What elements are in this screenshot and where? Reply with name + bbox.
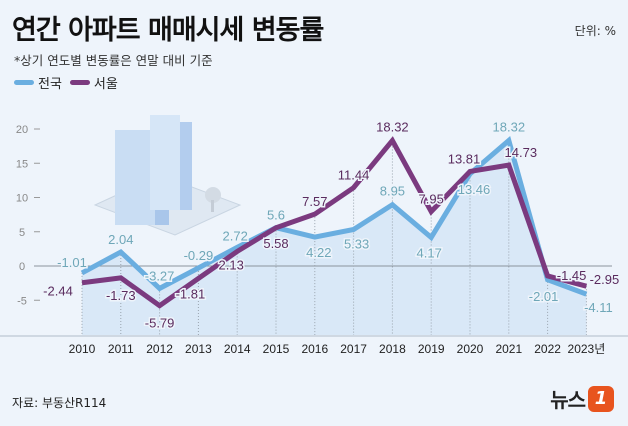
legend-label-national: 전국 xyxy=(38,77,62,92)
legend-swatch-national xyxy=(14,80,34,85)
y-tick-label: 15 xyxy=(16,158,28,170)
data-label: -1.73 xyxy=(106,288,136,303)
series-line-national xyxy=(80,136,588,297)
data-label: 4.22 xyxy=(306,245,331,260)
data-label: 4.17 xyxy=(417,245,442,260)
x-tick-label: 2015 xyxy=(263,342,290,356)
x-tick-label: 2020 xyxy=(457,342,484,356)
data-label: 7.57 xyxy=(302,194,327,209)
data-label: 18.32 xyxy=(493,120,526,135)
x-tick-label: 2021 xyxy=(495,342,522,356)
data-label: 18.32 xyxy=(376,120,409,135)
x-tick-label: 2013 xyxy=(185,342,212,356)
data-label: -3.27 xyxy=(145,268,175,283)
x-tick-label: 2023년 xyxy=(568,342,606,356)
data-label: 2.72 xyxy=(223,228,248,243)
data-label: 14.73 xyxy=(505,145,538,160)
x-tick-label: 2012 xyxy=(146,342,173,356)
data-label: 5.6 xyxy=(267,208,285,223)
chart-note: *상기 연도별 변동률은 연말 대비 기준 xyxy=(14,53,213,68)
data-label: 13.46 xyxy=(458,182,491,197)
x-tick-label: 2018 xyxy=(379,342,406,356)
data-label: 8.95 xyxy=(380,184,405,199)
y-tick-label: 5 xyxy=(19,227,25,239)
news1-logo: 뉴스 1 xyxy=(550,384,614,413)
unit-label: 단위: % xyxy=(574,24,616,38)
x-tick-label: 2011 xyxy=(108,342,134,356)
logo-mark: 1 xyxy=(588,385,614,412)
source-label: 자료: 부동산R114 xyxy=(12,396,107,410)
building-illustration xyxy=(93,115,242,236)
data-label: 2.04 xyxy=(108,232,133,247)
x-tick-label: 2017 xyxy=(340,342,367,356)
data-label: -4.11 xyxy=(584,300,613,315)
y-tick-label: 10 xyxy=(16,193,28,205)
x-tick-label: 2022 xyxy=(534,342,561,356)
legend-swatch-seoul xyxy=(69,80,90,85)
data-label: -1.81 xyxy=(176,286,206,301)
area-fill-national xyxy=(82,140,587,336)
x-tick-label: 2010 xyxy=(69,342,96,356)
x-tick-label: 2019 xyxy=(418,342,445,356)
data-label: 7.95 xyxy=(419,192,444,207)
data-label: -2.44 xyxy=(43,284,73,299)
page-title: 연간 아파트 매매시세 변동률 xyxy=(12,15,324,46)
series-line-seoul xyxy=(81,136,588,309)
data-label: 13.81 xyxy=(448,151,481,166)
y-tick-label: 0 xyxy=(19,261,25,273)
data-label: -1.01 xyxy=(57,255,87,270)
y-tick-label: -5 xyxy=(17,295,27,307)
x-tick-label: 2014 xyxy=(224,342,251,356)
data-label: 2.13 xyxy=(219,257,244,272)
data-label: 11.44 xyxy=(338,168,370,183)
logo-text: 뉴스 xyxy=(550,388,586,412)
y-tick-label: 20 xyxy=(16,124,28,136)
data-label: -2.95 xyxy=(590,272,620,287)
data-label: -1.45 xyxy=(557,268,587,283)
data-label: -2.01 xyxy=(529,289,559,304)
x-tick-label: 2016 xyxy=(301,342,328,356)
legend: 전국 서울 xyxy=(14,73,118,92)
data-label: 5.33 xyxy=(344,236,369,251)
data-label: -5.79 xyxy=(145,316,175,331)
data-label: -0.29 xyxy=(184,248,214,263)
data-label: 5.58 xyxy=(263,236,288,251)
legend-label-seoul: 서울 xyxy=(93,77,118,92)
